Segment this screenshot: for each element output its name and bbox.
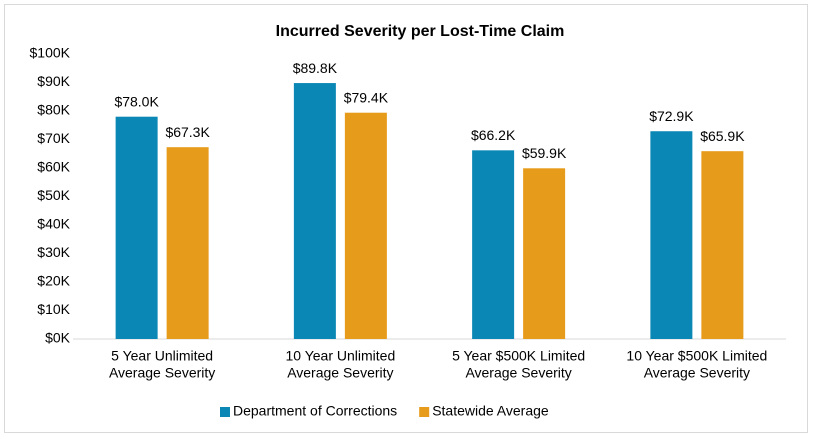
legend-swatch bbox=[419, 407, 430, 417]
y-tick-label: $40K bbox=[37, 216, 70, 232]
legend-label: Department of Corrections bbox=[233, 403, 397, 419]
x-tick-label: Average Severity bbox=[109, 365, 215, 381]
bar bbox=[472, 150, 515, 339]
x-tick-label: Average Severity bbox=[465, 365, 571, 381]
y-tick-label: $0K bbox=[45, 330, 71, 346]
x-tick-label: Average Severity bbox=[644, 365, 750, 381]
bar bbox=[701, 151, 744, 339]
y-tick-label: $80K bbox=[37, 102, 70, 118]
data-label: $66.2K bbox=[471, 127, 516, 143]
data-label: $78.0K bbox=[114, 93, 159, 109]
x-tick-label: 10 Year Unlimited bbox=[286, 348, 396, 364]
data-label: $79.4K bbox=[344, 89, 389, 105]
y-tick-label: $90K bbox=[37, 73, 70, 89]
data-label: $67.3K bbox=[165, 124, 210, 140]
x-tick-label: 5 Year $500K Limited bbox=[452, 348, 585, 364]
data-label: $59.9K bbox=[522, 145, 567, 161]
x-tick-label: Average Severity bbox=[287, 365, 393, 381]
bar bbox=[166, 147, 209, 339]
data-label: $89.8K bbox=[293, 60, 338, 76]
x-tick-label: 5 Year Unlimited bbox=[111, 348, 213, 364]
bar bbox=[650, 131, 693, 339]
y-tick-label: $20K bbox=[37, 273, 70, 289]
chart-title: Incurred Severity per Lost-Time Claim bbox=[276, 23, 565, 40]
y-tick-label: $30K bbox=[37, 244, 70, 260]
bar bbox=[115, 116, 158, 339]
data-label: $65.9K bbox=[700, 128, 745, 144]
y-tick-label: $60K bbox=[37, 159, 70, 175]
bar bbox=[293, 83, 336, 339]
data-label: $72.9K bbox=[649, 108, 694, 124]
legend-swatch bbox=[220, 407, 230, 417]
y-tick-label: $50K bbox=[37, 187, 70, 203]
y-tick-label: $70K bbox=[37, 130, 70, 146]
bar bbox=[344, 112, 387, 340]
bar bbox=[523, 168, 566, 339]
x-tick-label: 10 Year $500K Limited bbox=[626, 348, 767, 364]
y-tick-label: $10K bbox=[37, 301, 70, 317]
legend-label: Statewide Average bbox=[432, 403, 549, 419]
y-tick-label: $100K bbox=[30, 45, 71, 61]
